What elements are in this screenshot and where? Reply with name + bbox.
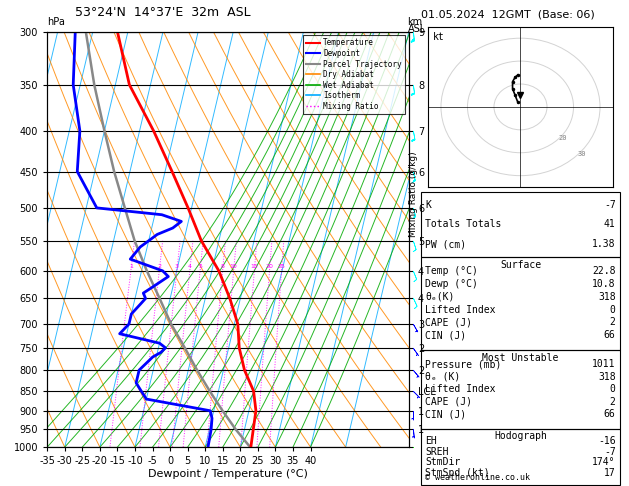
Text: 1: 1 xyxy=(129,264,133,269)
Text: 01.05.2024  12GMT  (Base: 06): 01.05.2024 12GMT (Base: 06) xyxy=(421,9,595,19)
Text: Hodograph: Hodograph xyxy=(494,431,547,441)
Text: 2: 2 xyxy=(610,397,616,407)
Text: θₑ (K): θₑ (K) xyxy=(425,372,460,382)
Text: θₑ(K): θₑ(K) xyxy=(425,292,455,302)
Text: 1011: 1011 xyxy=(592,359,616,369)
Text: 174°: 174° xyxy=(592,457,616,467)
Text: km: km xyxy=(408,17,423,27)
Text: 22.8: 22.8 xyxy=(592,266,616,277)
Legend: Temperature, Dewpoint, Parcel Trajectory, Dry Adiabat, Wet Adiabat, Isotherm, Mi: Temperature, Dewpoint, Parcel Trajectory… xyxy=(303,35,405,114)
Text: 5: 5 xyxy=(198,264,202,269)
Text: 25: 25 xyxy=(277,264,286,269)
Text: StmDir: StmDir xyxy=(425,457,460,467)
Text: 1.38: 1.38 xyxy=(592,239,616,249)
Text: CAPE (J): CAPE (J) xyxy=(425,397,472,407)
Text: EH: EH xyxy=(425,436,437,446)
Text: 2: 2 xyxy=(157,264,161,269)
Text: kt: kt xyxy=(433,32,445,41)
Text: CAPE (J): CAPE (J) xyxy=(425,317,472,328)
Text: Dewp (°C): Dewp (°C) xyxy=(425,279,478,289)
Bar xyxy=(421,192,620,257)
Text: hPa: hPa xyxy=(47,17,65,27)
Text: 3: 3 xyxy=(175,264,179,269)
Text: ASL: ASL xyxy=(408,24,426,34)
Text: 4: 4 xyxy=(188,264,192,269)
Text: 20: 20 xyxy=(559,135,567,141)
Text: K: K xyxy=(425,200,431,210)
Text: 30: 30 xyxy=(578,152,586,157)
Text: PW (cm): PW (cm) xyxy=(425,239,467,249)
Text: © weatheronline.co.uk: © weatheronline.co.uk xyxy=(425,473,530,482)
Text: 66: 66 xyxy=(604,409,616,419)
Text: 17: 17 xyxy=(604,468,616,478)
Text: 8: 8 xyxy=(221,264,225,269)
Text: 15: 15 xyxy=(250,264,259,269)
Text: StmSpd (kt): StmSpd (kt) xyxy=(425,468,490,478)
Text: SREH: SREH xyxy=(425,447,449,457)
Text: 0: 0 xyxy=(610,384,616,394)
Text: Pressure (mb): Pressure (mb) xyxy=(425,359,502,369)
Text: CIN (J): CIN (J) xyxy=(425,409,467,419)
Text: CIN (J): CIN (J) xyxy=(425,330,467,340)
Text: 10: 10 xyxy=(230,264,238,269)
Text: 0: 0 xyxy=(610,305,616,314)
Text: -16: -16 xyxy=(598,436,616,446)
X-axis label: Dewpoint / Temperature (°C): Dewpoint / Temperature (°C) xyxy=(148,469,308,479)
Text: Mixing Ratio (g/kg): Mixing Ratio (g/kg) xyxy=(409,152,418,237)
Bar xyxy=(421,429,620,485)
Text: Lifted Index: Lifted Index xyxy=(425,384,496,394)
Text: 41: 41 xyxy=(604,219,616,229)
Text: Most Unstable: Most Unstable xyxy=(482,353,559,363)
Text: 10.8: 10.8 xyxy=(592,279,616,289)
Bar xyxy=(421,257,620,350)
Text: Temp (°C): Temp (°C) xyxy=(425,266,478,277)
Text: 66: 66 xyxy=(604,330,616,340)
Text: 318: 318 xyxy=(598,292,616,302)
Bar xyxy=(421,350,620,429)
Text: -7: -7 xyxy=(604,200,616,210)
Text: Surface: Surface xyxy=(500,260,541,270)
Text: 2: 2 xyxy=(610,317,616,328)
Text: -7: -7 xyxy=(604,447,616,457)
Text: 20: 20 xyxy=(265,264,274,269)
Text: Lifted Index: Lifted Index xyxy=(425,305,496,314)
Text: 53°24'N  14°37'E  32m  ASL: 53°24'N 14°37'E 32m ASL xyxy=(75,6,251,19)
Text: 318: 318 xyxy=(598,372,616,382)
Text: Totals Totals: Totals Totals xyxy=(425,219,502,229)
